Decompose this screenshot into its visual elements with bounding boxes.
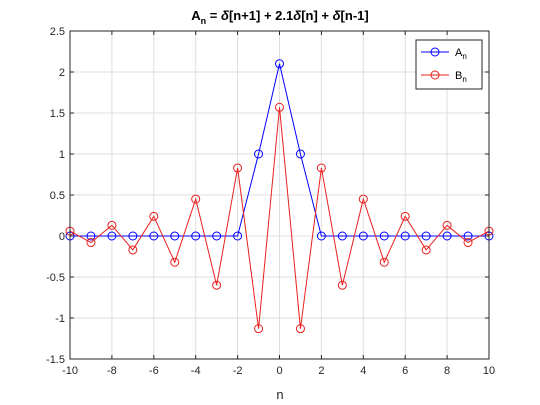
tick-labels: -10 -8 -6 -4 -2 0 2 4 6 8 10 -1.5 -1 -0.5 0 0.5 1 1.5 2 2.5 (46, 26, 495, 377)
data-point (400, 211, 410, 221)
data-point (463, 231, 473, 241)
data-point (86, 231, 96, 241)
x-tick-label: -6 (149, 365, 159, 377)
chart-title: An = δ[n+1] + 2.1δ[n] + δ[n-1] (191, 8, 368, 26)
legend-box (415, 39, 483, 90)
x-tick-label: 10 (483, 365, 495, 377)
data-point (212, 231, 222, 241)
data-point (254, 324, 264, 334)
data-point (254, 149, 264, 159)
y-tick-label: 1.5 (50, 108, 65, 120)
data-point (191, 194, 201, 204)
data-point (358, 231, 368, 241)
ticks (69, 30, 490, 360)
legend-label-b: Bn (455, 70, 467, 84)
x-tick-label: 4 (360, 365, 366, 377)
data-point (86, 238, 96, 248)
x-tick-label: -4 (191, 365, 201, 377)
y-tick-label: 2 (59, 67, 65, 79)
y-tick-label: -0.5 (46, 272, 65, 284)
data-point (463, 238, 473, 248)
data-point (107, 231, 117, 241)
data-point (295, 149, 305, 159)
data-point (442, 220, 452, 230)
x-tick-label: -2 (233, 365, 243, 377)
y-tick-label: 2.5 (50, 26, 65, 38)
data-point (275, 102, 284, 112)
data-point (170, 231, 180, 241)
legend-label-a: An (455, 47, 467, 61)
data-point (275, 59, 284, 69)
y-tick-label: -1 (55, 313, 65, 325)
data-point (191, 231, 201, 241)
legend-marker-a (430, 47, 440, 57)
data-point (149, 231, 159, 241)
data-point (379, 231, 389, 241)
x-tick-label: 0 (276, 365, 282, 377)
x-axis-label: n (276, 387, 283, 402)
data-point (233, 163, 243, 173)
y-tick-label: 1 (59, 149, 65, 161)
x-tick-label: -10 (62, 365, 78, 377)
series-1 (65, 102, 494, 334)
data-point (107, 220, 117, 230)
x-tick-label: 6 (402, 365, 408, 377)
y-tick-label: 0.5 (50, 190, 65, 202)
legend: An Bn (415, 39, 483, 90)
series-line-1 (69, 107, 490, 329)
data-point (400, 231, 410, 241)
y-tick-label: -1.5 (46, 354, 65, 366)
data-point (379, 257, 389, 267)
data-point (295, 324, 305, 334)
data-point (316, 231, 326, 241)
data-point (337, 280, 347, 290)
data-point (128, 245, 138, 255)
data-point (170, 257, 180, 267)
x-tick-label: 2 (318, 365, 324, 377)
data-point (421, 231, 431, 241)
data-point (128, 231, 138, 241)
data-point (212, 280, 222, 290)
x-tick-label: 8 (444, 365, 450, 377)
data-point (421, 245, 431, 255)
legend-marker-b (430, 70, 440, 80)
data-point (149, 211, 159, 221)
data-point (358, 194, 368, 204)
series-layer (65, 59, 494, 334)
series-line-0 (70, 63, 489, 237)
x-tick-label: -8 (107, 365, 117, 377)
data-point (316, 163, 326, 173)
y-tick-label: 0 (59, 231, 65, 243)
data-point (337, 231, 347, 241)
data-point (442, 231, 452, 241)
data-point (233, 231, 243, 241)
